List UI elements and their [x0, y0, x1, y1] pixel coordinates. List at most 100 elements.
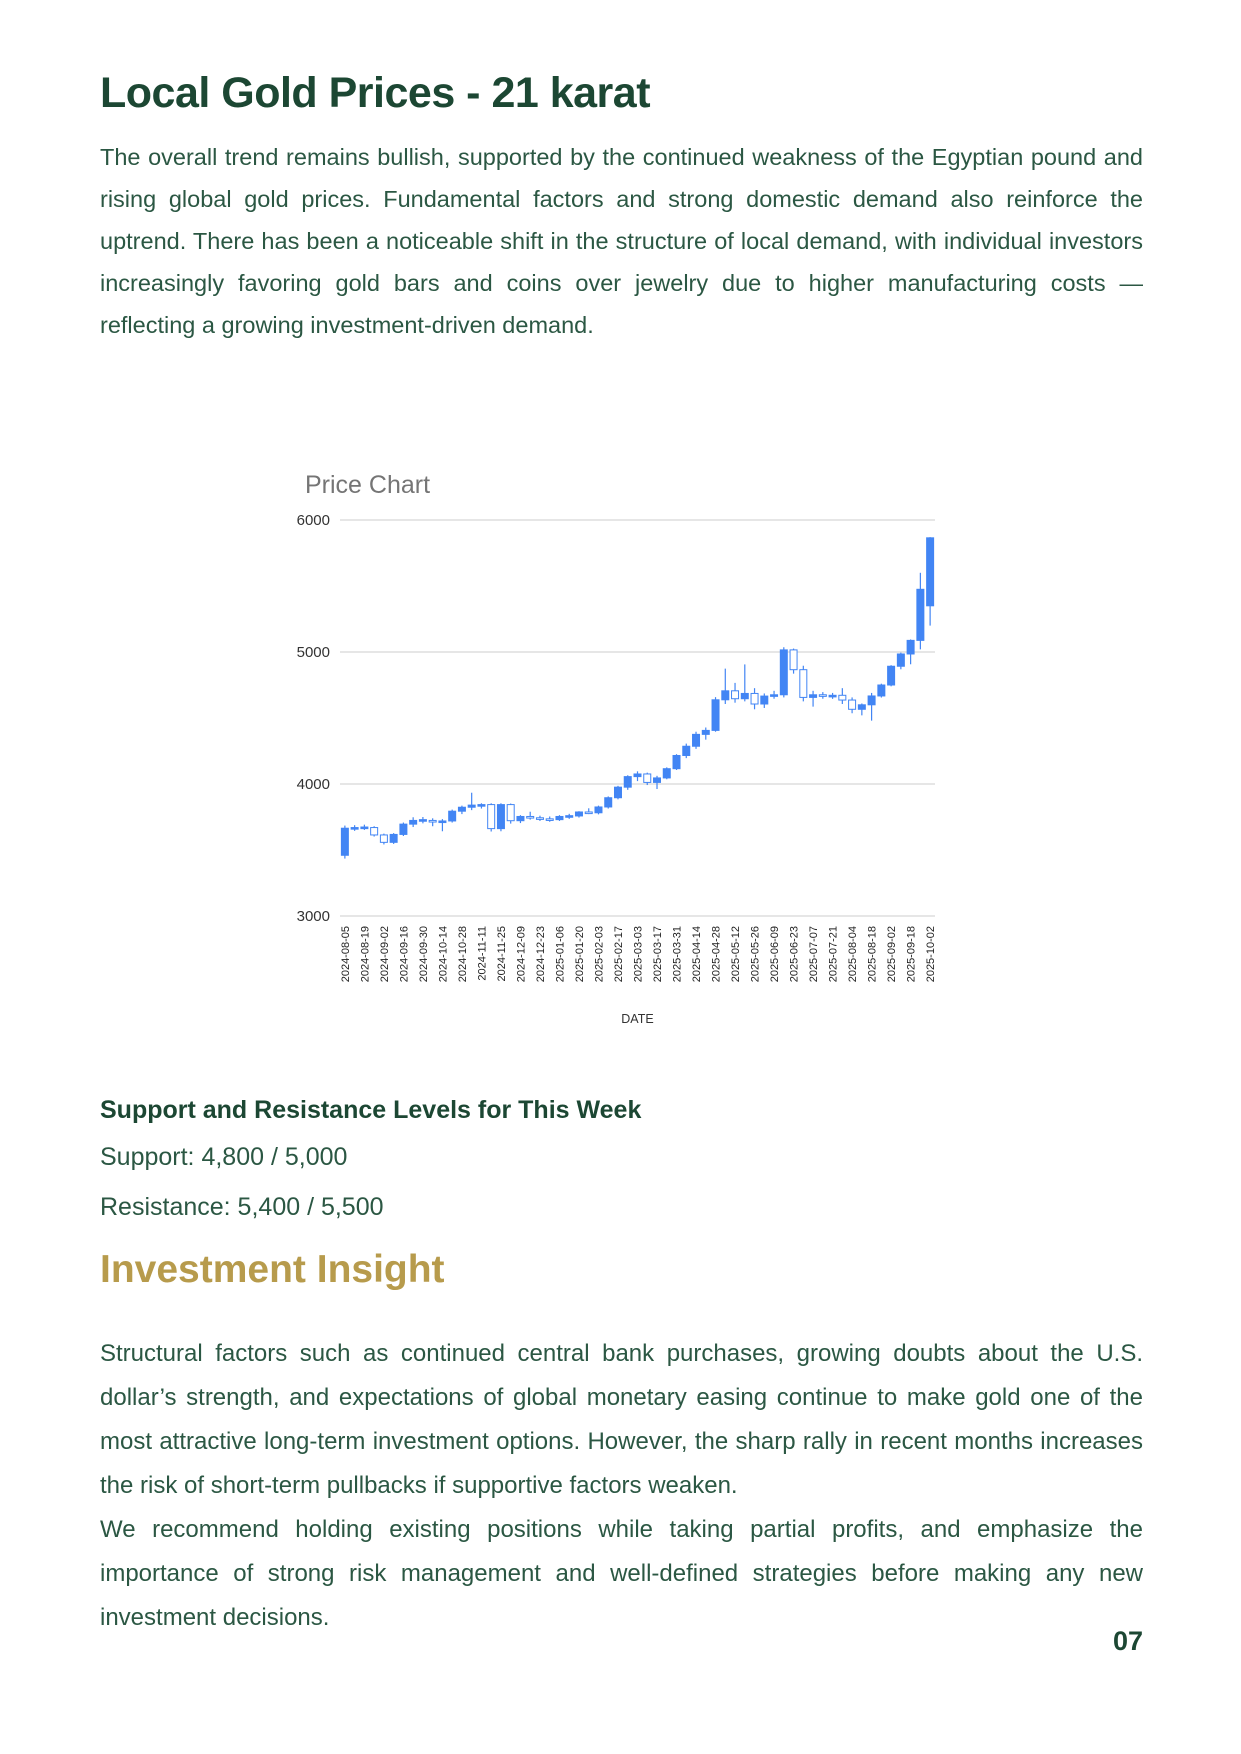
- candle-body: [545, 818, 554, 821]
- x-tick-label: 2025-01-06: [554, 926, 566, 982]
- candle-body: [428, 819, 437, 823]
- candle-body: [750, 692, 759, 705]
- candle-body: [857, 704, 866, 710]
- x-tick-label: 2024-09-16: [398, 926, 410, 982]
- support-resistance-block: Support and Resistance Levels for This W…: [100, 1096, 1143, 1243]
- candle-body: [574, 811, 583, 817]
- x-tick-label: 2024-09-02: [379, 926, 391, 982]
- candle-body: [487, 804, 496, 830]
- candle-body: [760, 695, 769, 705]
- candle-body: [682, 745, 691, 756]
- x-tick-label: 2025-03-31: [672, 926, 684, 982]
- price-chart: Price Chart 6000 5000 4000 3000 2024-08-05 202…: [250, 398, 960, 1043]
- insight-paragraph-2: We recommend holding existing positions …: [100, 1516, 1143, 1631]
- candle-body: [906, 639, 915, 655]
- x-axis-title: DATE: [621, 1012, 653, 1026]
- candle-body: [711, 699, 720, 731]
- candle-body: [448, 810, 457, 822]
- y-tick-label: 5000: [297, 644, 330, 661]
- candle-body: [740, 692, 749, 700]
- chart-title: Price Chart: [305, 471, 430, 499]
- candle-body: [594, 806, 603, 814]
- x-tick-label: 2025-03-17: [652, 926, 664, 982]
- x-tick-label: 2024-09-30: [418, 926, 430, 982]
- x-tick-label: 2024-08-19: [359, 926, 371, 982]
- candle-body: [526, 815, 535, 819]
- candle-body: [467, 804, 476, 808]
- candle-body: [633, 773, 642, 778]
- x-tick-label: 2025-07-07: [808, 926, 820, 982]
- candle-body: [389, 833, 398, 843]
- x-tick-label: 2025-09-18: [906, 926, 918, 982]
- candle-body: [809, 694, 818, 698]
- support-resistance-heading: Support and Resistance Levels for This W…: [100, 1096, 642, 1124]
- x-tick-label: 2025-08-18: [867, 926, 879, 982]
- x-tick-label: 2025-04-28: [711, 926, 723, 982]
- candle-body: [731, 690, 740, 700]
- insight-paragraph-1: Structural factors such as continued cen…: [100, 1340, 1143, 1499]
- candle-body: [887, 665, 896, 686]
- candle-body: [770, 694, 779, 697]
- candle-body: [584, 811, 593, 815]
- y-tick-label: 4000: [297, 776, 330, 793]
- candle-body: [838, 694, 847, 701]
- candle-body: [370, 827, 379, 836]
- x-tick-label: 2024-10-28: [457, 926, 469, 982]
- price-chart-svg: Price Chart 6000 5000 4000 3000 2024-08-05 202…: [297, 471, 937, 1026]
- x-tick-label: 2025-03-03: [633, 926, 645, 982]
- insight-heading: Investment Insight: [100, 1248, 445, 1291]
- candle-body: [496, 804, 505, 830]
- candle-body: [379, 834, 388, 843]
- candle-body: [409, 819, 418, 825]
- candle-body: [516, 815, 525, 822]
- candle-body: [867, 695, 876, 706]
- candle-body: [701, 729, 710, 735]
- x-tick-label: 2025-04-14: [691, 926, 703, 982]
- x-tick-label: 2025-06-09: [769, 926, 781, 982]
- x-tick-label: 2025-07-21: [828, 926, 840, 982]
- x-tick-label: 2025-09-02: [886, 926, 898, 982]
- candle-body: [789, 649, 798, 671]
- page-number: 07: [1112, 1626, 1143, 1656]
- candle-body: [721, 690, 730, 701]
- candle-body: [438, 820, 447, 824]
- x-tick-label: 2025-05-26: [750, 926, 762, 982]
- candle-body: [653, 777, 662, 783]
- candle-body: [926, 537, 935, 607]
- candle-body: [477, 804, 486, 807]
- x-tick-label: 2025-01-20: [574, 926, 586, 982]
- candle-body: [828, 694, 837, 698]
- candle-body: [662, 768, 671, 779]
- candle-body: [692, 733, 701, 747]
- x-tick-label: 2025-02-17: [613, 926, 625, 982]
- x-tick-label: 2024-08-05: [340, 926, 352, 982]
- candle-body: [623, 776, 632, 788]
- candle-body: [555, 815, 564, 821]
- candle-body: [340, 827, 349, 856]
- candle-body: [779, 649, 788, 696]
- candle-body: [916, 588, 925, 641]
- insight-body: Structural factors such as continued cen…: [100, 1332, 1143, 1640]
- support-line: Support: 4,800 / 5,000: [100, 1143, 348, 1171]
- candle-body: [643, 773, 652, 783]
- candle-body: [565, 815, 574, 818]
- candle-body: [457, 806, 466, 812]
- candle-body: [360, 826, 369, 830]
- candle-body: [535, 817, 544, 820]
- candle-body: [604, 797, 613, 808]
- candle-body: [506, 804, 515, 822]
- x-tick-label: 2024-11-11: [476, 926, 488, 981]
- x-tick-label: 2024-11-25: [496, 926, 508, 981]
- x-tick-label: 2025-06-23: [789, 926, 801, 982]
- candle-body: [877, 684, 886, 697]
- x-tick-label: 2024-12-23: [535, 926, 547, 982]
- x-tick-label: 2025-10-02: [925, 926, 937, 982]
- y-tick-label: 3000: [297, 908, 330, 925]
- x-tick-label: 2025-05-12: [730, 926, 742, 982]
- page-title: Local Gold Prices - 21 karat: [100, 68, 651, 117]
- candle-body: [848, 699, 857, 710]
- x-tick-label: 2024-12-09: [515, 926, 527, 982]
- candle-body: [672, 754, 681, 770]
- x-tick-label: 2025-08-04: [847, 926, 859, 982]
